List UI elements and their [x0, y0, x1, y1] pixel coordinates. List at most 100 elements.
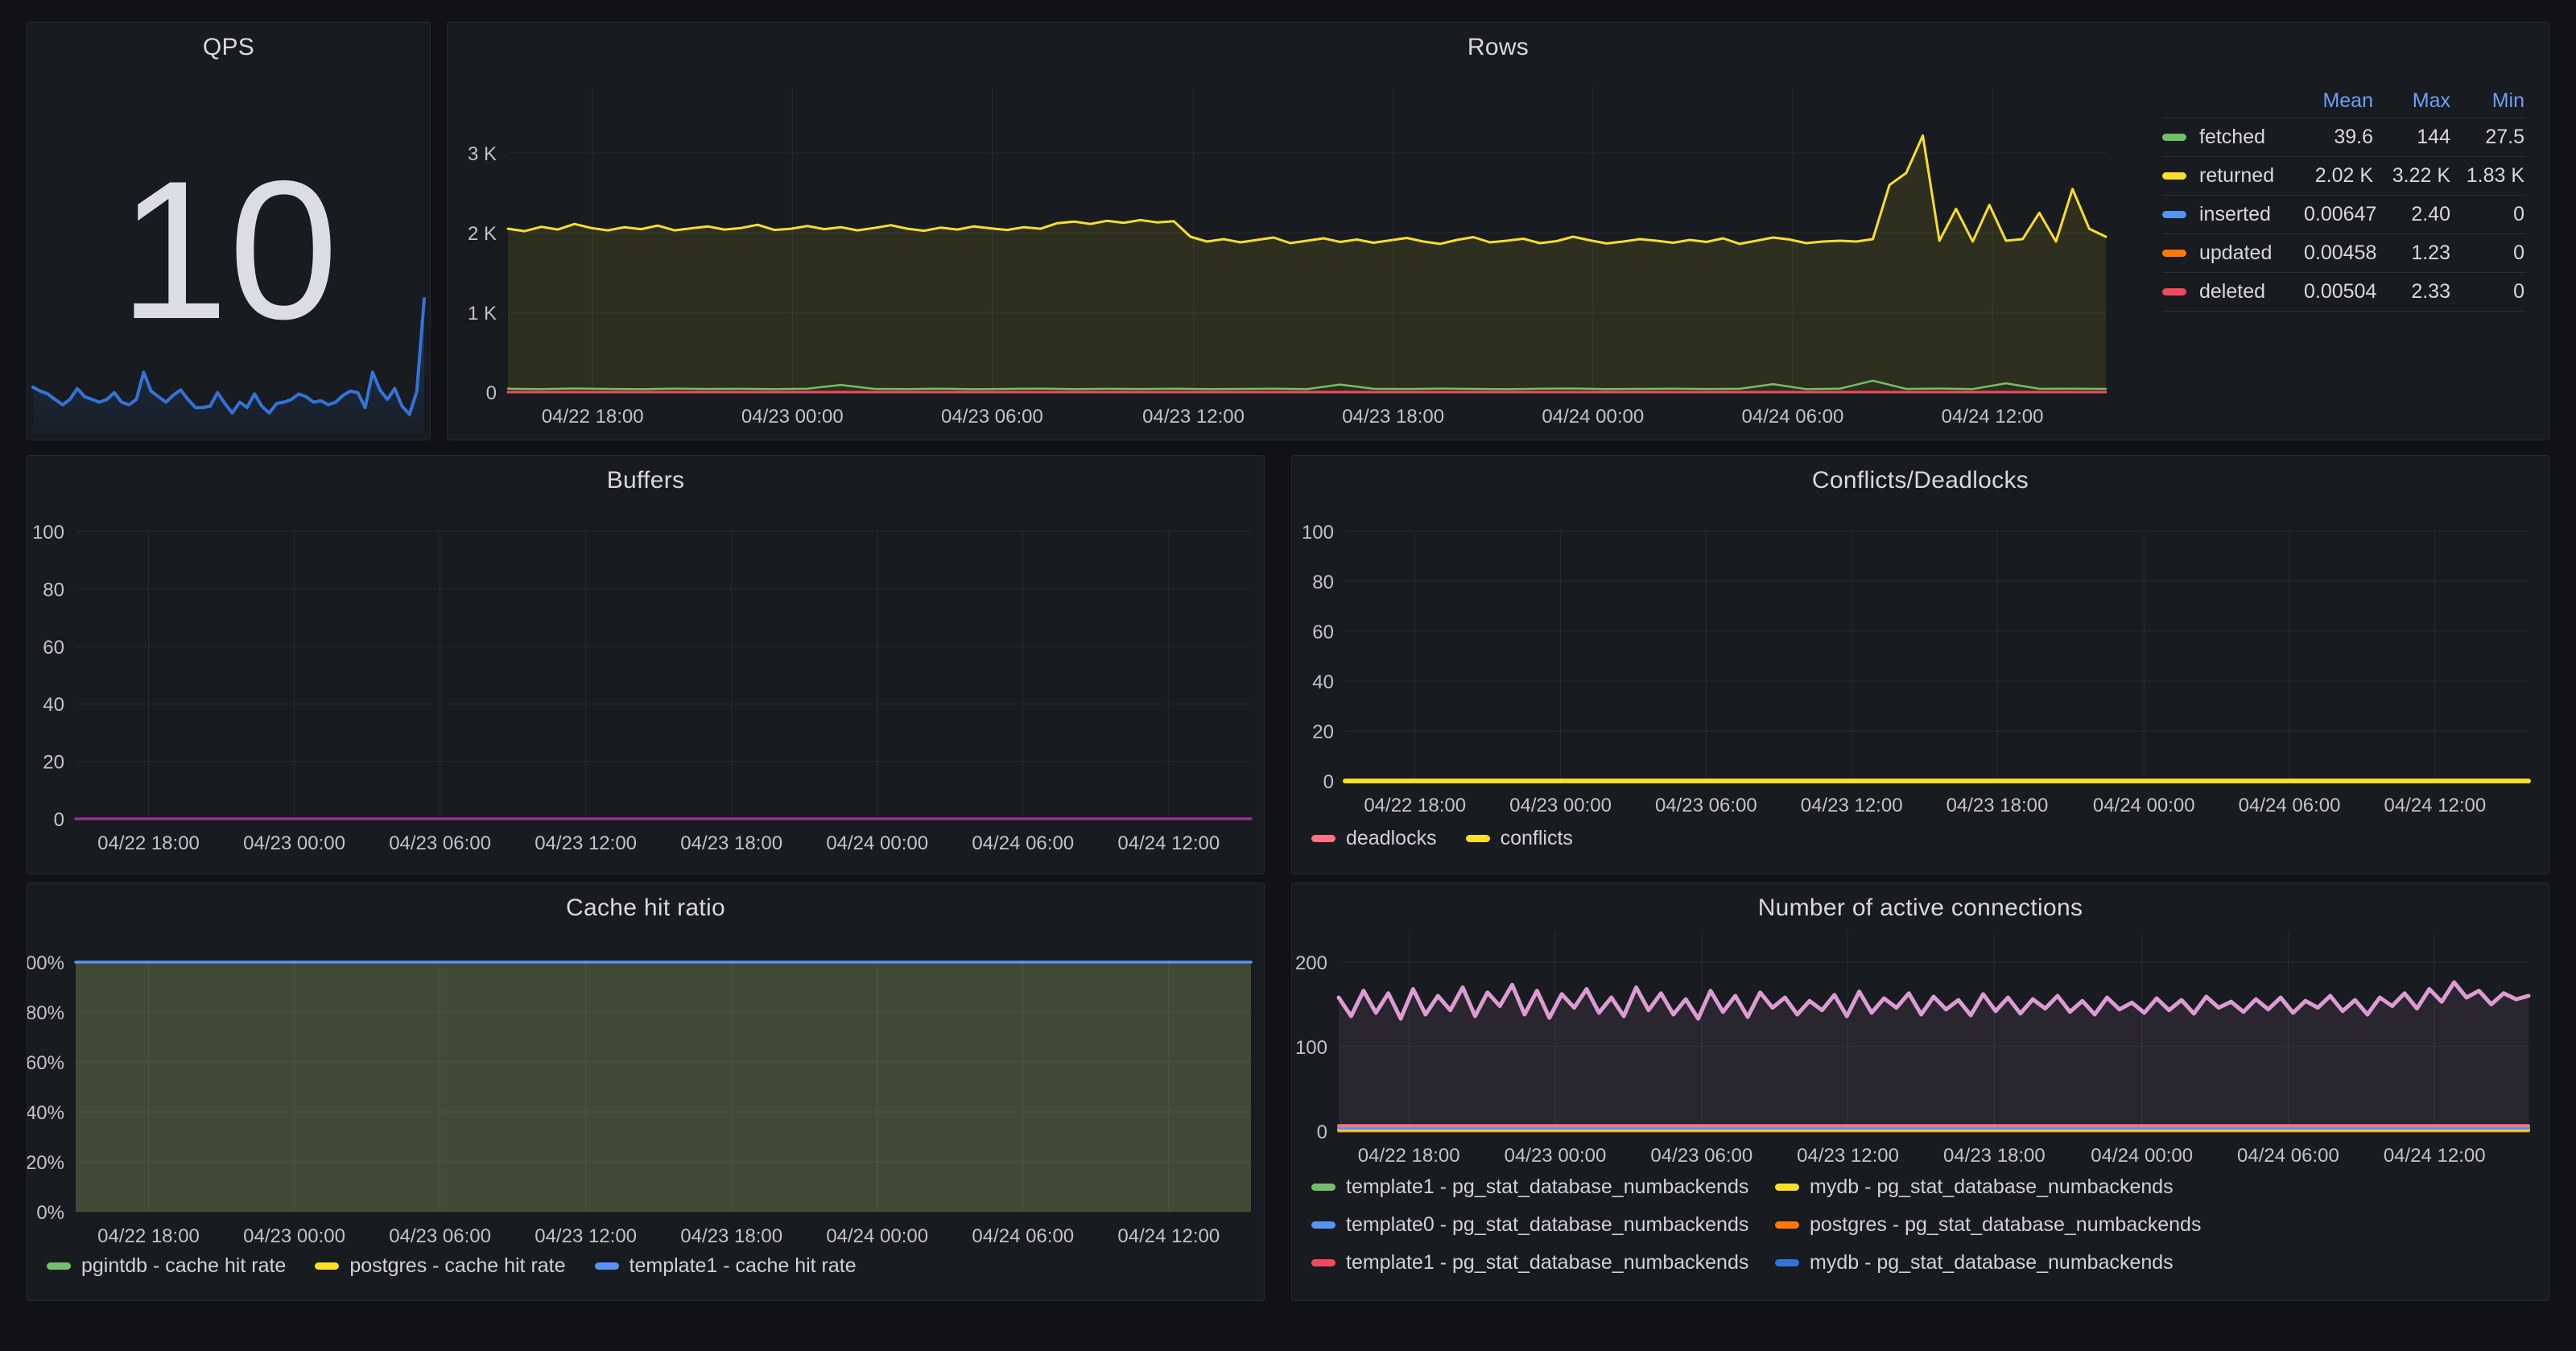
legend-table-row-returned[interactable]: returned 2.02 K 3.22 K 1.83 K	[2162, 157, 2526, 196]
legend-swatch-icon	[1311, 1183, 1335, 1191]
connections-chart[interactable]: 0 100 200 04/22 18:00 04/23 00:00 04/23 06:00…	[1292, 883, 2549, 1300]
svg-text:20%: 20%	[27, 1152, 64, 1174]
svg-text:04/23 00:00: 04/23 00:00	[243, 832, 345, 854]
svg-text:04/24 12:00: 04/24 12:00	[1942, 406, 2044, 428]
legend-item-label: pgintdb - cache hit rate	[81, 1254, 287, 1277]
svg-text:04/23 18:00: 04/23 18:00	[1342, 406, 1444, 428]
svg-text:40%: 40%	[27, 1102, 64, 1124]
legend-swatch-cell	[2162, 250, 2199, 257]
legend-swatch-icon	[315, 1262, 340, 1270]
buffers-chart[interactable]: 0 20 40 60 80 100 04/22 18:00 04/23 00:00 04/23 …	[27, 456, 1264, 874]
legend-value-max: 2.40	[2411, 203, 2450, 225]
legend-item[interactable]: pgintdb - cache hit rate	[47, 1254, 286, 1278]
legend-swatch-icon	[47, 1262, 71, 1270]
svg-text:0%: 0%	[36, 1202, 64, 1224]
legend-item[interactable]: template1 - cache hit rate	[594, 1254, 857, 1278]
legend-series-label: deleted	[2199, 280, 2266, 303]
legend-swatch-cell	[2162, 211, 2199, 218]
legend-value-min: 1.83 K	[2466, 164, 2524, 187]
legend-table-row-inserted[interactable]: inserted 0.00647 2.40 0	[2162, 196, 2526, 234]
svg-text:04/24 12:00: 04/24 12:00	[2384, 1145, 2486, 1167]
svg-text:100: 100	[32, 522, 64, 543]
panel-buffers: Buffers 0 20 40 60 80 100 04/22 18:00 04/23 00:…	[27, 455, 1265, 874]
legend-item-label: template1 - cache hit rate	[629, 1254, 857, 1277]
panel-title-buffers[interactable]: Buffers	[606, 467, 685, 494]
connections-legend: template1 - pg_stat_database_numbackends…	[1311, 1175, 2201, 1275]
svg-text:0: 0	[486, 382, 497, 404]
buffers-chart-svg[interactable]: 0 20 40 60 80 100 04/22 18:00 04/23 00:00 04/23 …	[27, 456, 1264, 874]
legend-swatch-icon	[1775, 1258, 1799, 1266]
legend-value-mean: 0.00647	[2304, 203, 2377, 225]
legend-table-row-updated[interactable]: updated 0.00458 1.23 0	[2162, 234, 2526, 273]
legend-table-row-deleted[interactable]: deleted 0.00504 2.33 0	[2162, 273, 2526, 312]
legend-value-max: 144	[2417, 126, 2450, 148]
legend-item[interactable]: conflicts	[1465, 826, 1573, 850]
legend-table-sort-max[interactable]: Max	[2412, 89, 2450, 112]
conflicts-chart-svg[interactable]: 0 20 40 60 80 100 04/22 18:00 04/23 00:00 04/23 …	[1292, 456, 2549, 874]
legend-value-mean: 2.02 K	[2314, 164, 2373, 187]
legend-swatch-icon	[1311, 834, 1335, 842]
cache-chart[interactable]: 0% 20% 40% 60% 80% 100% 04/22 18:00 04/23 00:00…	[27, 883, 1264, 1300]
legend-table-row-fetched[interactable]: fetched 39.6 144 27.5	[2162, 118, 2526, 157]
legend-swatch-icon	[1311, 1221, 1335, 1229]
legend-series-label: fetched	[2199, 126, 2266, 148]
legend-series-label: inserted	[2199, 203, 2271, 225]
svg-text:0: 0	[1317, 1122, 1327, 1143]
legend-item[interactable]: template1 - pg_stat_database_numbackends	[1311, 1250, 1775, 1275]
legend-value-mean: 0.00504	[2304, 280, 2377, 303]
panel-connections: Number of active connections 0 100 200 04/2…	[1291, 882, 2549, 1301]
panel-title-connections[interactable]: Number of active connections	[1757, 894, 2083, 921]
panel-qps: QPS 10	[27, 22, 431, 440]
legend-value-mean: 0.00458	[2304, 242, 2377, 264]
svg-text:04/24 06:00: 04/24 06:00	[972, 832, 1074, 854]
svg-text:80: 80	[1312, 572, 1334, 593]
legend-item[interactable]: postgres - cache hit rate	[315, 1254, 566, 1278]
legend-item[interactable]: mydb - pg_stat_database_numbackends	[1775, 1175, 2201, 1199]
panel-title-qps[interactable]: QPS	[202, 34, 255, 60]
panel-title-cache[interactable]: Cache hit ratio	[566, 894, 725, 921]
svg-text:200: 200	[1295, 952, 1327, 974]
legend-swatch-icon	[2162, 288, 2186, 295]
conflicts-chart[interactable]: 0 20 40 60 80 100 04/22 18:00 04/23 00:00 04/23 …	[1292, 456, 2549, 874]
svg-text:04/24 06:00: 04/24 06:00	[2239, 795, 2341, 816]
svg-text:04/23 00:00: 04/23 00:00	[243, 1225, 345, 1247]
cache-chart-svg[interactable]: 0% 20% 40% 60% 80% 100% 04/22 18:00 04/23 00:00…	[27, 883, 1264, 1300]
legend-item-label: template0 - pg_stat_database_numbackends	[1346, 1213, 1749, 1236]
svg-text:0: 0	[54, 809, 64, 831]
legend-table-header: Mean Max Min	[2162, 84, 2526, 118]
connections-chart-svg[interactable]: 0 100 200 04/22 18:00 04/23 00:00 04/23 06:00…	[1292, 883, 2549, 1300]
svg-text:40: 40	[43, 694, 64, 716]
panel-title-conflicts[interactable]: Conflicts/Deadlocks	[1811, 467, 2029, 494]
legend-value-mean: 39.6	[2334, 126, 2373, 148]
legend-swatch-icon	[2162, 172, 2186, 180]
svg-text:0: 0	[1323, 771, 1334, 793]
svg-text:04/24 06:00: 04/24 06:00	[2237, 1145, 2339, 1167]
svg-text:80: 80	[43, 579, 64, 601]
legend-item[interactable]: postgres - pg_stat_database_numbackends	[1775, 1213, 2201, 1237]
legend-table-sort-mean[interactable]: Mean	[2322, 89, 2373, 112]
legend-item[interactable]: deadlocks	[1311, 826, 1437, 850]
qps-chart-svg[interactable]	[31, 290, 426, 436]
rows-chart-svg[interactable]: 0 1 K 2 K 3 K 04/22 18:00 04/23 00:00 04/23 06…	[448, 23, 2549, 440]
rows-legend-table: Mean Max Min fetched 39.6 144 27.5 returned 2.02…	[2162, 84, 2526, 312]
svg-text:04/24 06:00: 04/24 06:00	[1742, 406, 1844, 428]
panel-title-rows[interactable]: Rows	[1467, 34, 1530, 60]
svg-text:04/24 00:00: 04/24 00:00	[826, 1225, 928, 1247]
panel-cache: Cache hit ratio 0% 20% 40% 60% 80% 100% 04/22 …	[27, 882, 1265, 1301]
svg-text:20: 20	[1312, 721, 1334, 743]
svg-text:04/23 06:00: 04/23 06:00	[389, 832, 491, 854]
svg-text:100: 100	[1295, 1037, 1327, 1059]
svg-text:3 K: 3 K	[468, 143, 497, 165]
legend-item[interactable]: mydb - pg_stat_database_numbackends	[1775, 1250, 2201, 1275]
svg-text:60: 60	[1312, 622, 1334, 643]
qps-sparkline[interactable]	[31, 290, 426, 436]
legend-item[interactable]: template1 - pg_stat_database_numbackends	[1311, 1175, 1775, 1199]
rows-chart[interactable]: 0 1 K 2 K 3 K 04/22 18:00 04/23 00:00 04/23 06…	[448, 23, 2549, 440]
legend-item[interactable]: template0 - pg_stat_database_numbackends	[1311, 1213, 1775, 1237]
legend-value-min: 0	[2513, 203, 2524, 225]
legend-swatch-cell	[2162, 288, 2199, 295]
legend-table-sort-min[interactable]: Min	[2491, 89, 2524, 112]
legend-item-label: template1 - pg_stat_database_numbackends	[1346, 1251, 1749, 1274]
legend-item-label: conflicts	[1500, 827, 1573, 849]
legend-item-label: postgres - cache hit rate	[349, 1254, 566, 1277]
